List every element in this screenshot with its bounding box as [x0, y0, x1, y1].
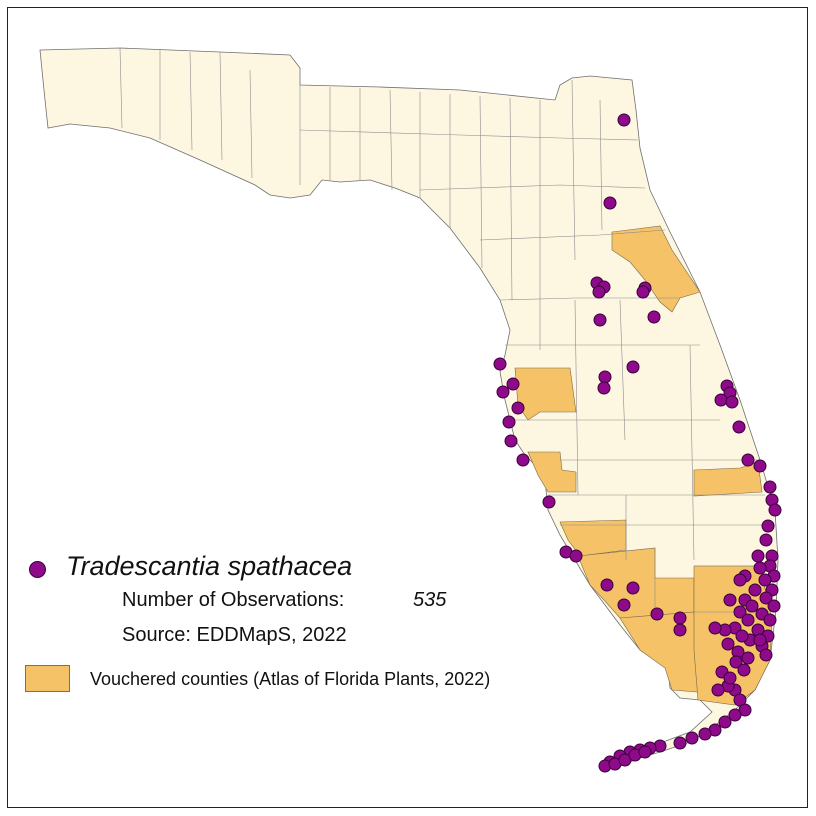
- observation-point: [711, 683, 725, 697]
- observation-point: [638, 745, 652, 759]
- observation-point: [721, 637, 735, 651]
- observation-point: [728, 708, 742, 722]
- observation-point: [542, 495, 556, 509]
- vouchered-legend-swatch: [25, 665, 70, 692]
- observation-point: [617, 598, 631, 612]
- observation-point: [673, 736, 687, 750]
- county-pasco: [514, 367, 577, 421]
- observation-point: [729, 655, 743, 669]
- observation-point: [735, 629, 749, 643]
- observation-point: [603, 196, 617, 210]
- observation-point: [751, 549, 765, 563]
- county-charlotte: [559, 519, 627, 557]
- observation-point: [748, 583, 762, 597]
- observation-point: [502, 415, 516, 429]
- observation-point: [768, 503, 782, 517]
- observation-point: [600, 578, 614, 592]
- observation-point: [753, 633, 767, 647]
- observation-point: [733, 605, 747, 619]
- observation-point: [504, 434, 518, 448]
- observation-point: [698, 727, 712, 741]
- observation-point: [647, 310, 661, 324]
- observation-point: [496, 385, 510, 399]
- observation-legend-symbol: [29, 561, 46, 578]
- observation-point: [714, 393, 728, 407]
- observation-point: [593, 313, 607, 327]
- observation-points: [493, 113, 782, 773]
- observation-point: [745, 599, 759, 613]
- observation-point: [673, 623, 687, 637]
- observation-point: [741, 613, 755, 627]
- county-boundaries: [119, 47, 776, 620]
- observation-point: [723, 593, 737, 607]
- observation-point: [759, 591, 773, 605]
- observation-point: [753, 561, 767, 575]
- observation-point: [753, 459, 767, 473]
- observation-point: [718, 715, 732, 729]
- observation-point: [758, 573, 772, 587]
- observation-point: [737, 663, 751, 677]
- county-collier: [619, 611, 699, 693]
- observation-point: [569, 549, 583, 563]
- observation-point: [516, 453, 530, 467]
- observation-point: [626, 360, 640, 374]
- florida-landmass: [39, 47, 779, 771]
- observation-point: [626, 581, 640, 595]
- observation-point: [506, 377, 520, 391]
- observation-point: [650, 607, 664, 621]
- source-label: Source: EDDMapS, 2022: [122, 624, 347, 646]
- observation-point: [723, 671, 737, 685]
- observation-point: [763, 480, 777, 494]
- observation-point: [763, 613, 777, 627]
- observation-point: [598, 370, 612, 384]
- observation-point: [617, 113, 631, 127]
- observation-point: [597, 381, 611, 395]
- observation-point: [759, 533, 773, 547]
- observation-point: [761, 519, 775, 533]
- county-manatee: [527, 451, 577, 493]
- observation-point: [725, 395, 739, 409]
- observations-label: Number of Observations:: [122, 589, 345, 611]
- vouchered-legend-label: Vouchered counties (Atlas of Florida Pla…: [90, 669, 491, 689]
- observation-point: [732, 420, 746, 434]
- observation-point: [733, 573, 747, 587]
- county-volusia: [611, 225, 701, 313]
- observation-point: [673, 611, 687, 625]
- species-name: Tradescantia spathacea: [66, 551, 353, 581]
- observation-point: [493, 357, 507, 371]
- observation-point: [741, 453, 755, 467]
- observation-point: [592, 285, 606, 299]
- observation-point: [511, 401, 525, 415]
- observation-point: [685, 731, 699, 745]
- county-indian-river: [693, 461, 763, 497]
- observation-point: [636, 285, 650, 299]
- observation-point: [759, 648, 773, 662]
- observation-point: [708, 621, 722, 635]
- observations-value: 535: [413, 589, 447, 611]
- observation-point: [741, 651, 755, 665]
- observation-point: [767, 599, 781, 613]
